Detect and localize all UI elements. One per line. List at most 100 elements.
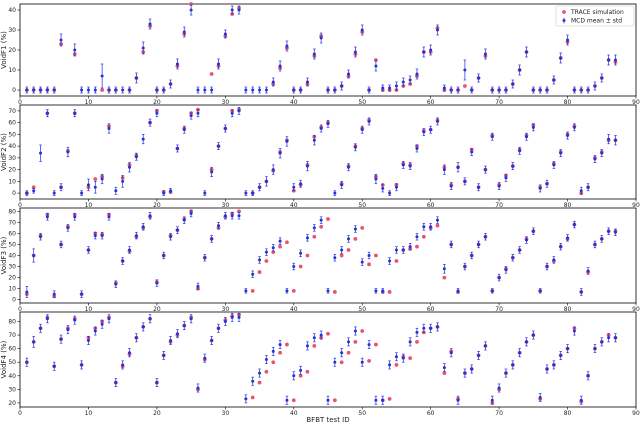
- x-tick-label: 70: [495, 306, 503, 313]
- trace-point: [291, 288, 296, 293]
- x-tick-label: 90: [632, 306, 640, 313]
- mcd-point: [408, 78, 412, 82]
- x-tick-label: 10: [85, 202, 93, 209]
- mcd-point: [244, 191, 248, 195]
- mcd-point: [86, 183, 90, 187]
- mcd-point: [436, 28, 440, 32]
- y-tick-label: 40: [8, 373, 16, 380]
- mcd-point: [244, 289, 248, 293]
- panel-3: 0 10 20 30 40 50 60 70 80 90 0 10 20 30 40 50 60 70 80 Void…: [0, 207, 640, 313]
- mcd-point: [107, 127, 111, 130]
- mcd-point: [483, 344, 487, 348]
- mcd-point: [258, 88, 262, 92]
- mcd-point: [155, 111, 159, 115]
- mcd-point: [511, 256, 515, 260]
- legend-marker-mcd: [562, 19, 566, 22]
- mcd-point: [216, 326, 220, 330]
- mcd-point: [613, 230, 617, 234]
- x-tick-label: 70: [495, 410, 503, 417]
- mcd-point: [408, 245, 412, 249]
- mcd-point: [52, 364, 56, 368]
- mcd-point: [360, 260, 364, 264]
- mcd-point: [518, 149, 522, 153]
- trace-point: [257, 270, 262, 274]
- mcd-point: [107, 317, 111, 321]
- mcd-point: [463, 179, 467, 183]
- mcd-point: [196, 111, 200, 115]
- y-tick-label: 60: [8, 346, 16, 353]
- x-tick-label: 20: [153, 410, 161, 417]
- mcd-point: [483, 235, 487, 239]
- mcd-point: [141, 137, 145, 141]
- y-tick-label: 10: [8, 286, 16, 293]
- mcd-point: [545, 182, 549, 186]
- x-tick-label: 20: [153, 202, 161, 209]
- x-tick-label: 60: [427, 410, 435, 417]
- trace-point: [394, 259, 399, 263]
- mcd-point: [230, 111, 234, 115]
- mcd-point: [230, 315, 234, 319]
- x-tick-label: 90: [632, 99, 640, 106]
- trace-point: [462, 84, 467, 88]
- mcd-point: [381, 398, 385, 402]
- mcd-point: [347, 165, 351, 169]
- mcd-point: [607, 336, 611, 340]
- mcd-point: [531, 333, 535, 337]
- mcd-point: [388, 363, 392, 367]
- mcd-point: [292, 265, 296, 269]
- y-tick-label: 10: [8, 178, 16, 185]
- mcd-point: [401, 356, 405, 360]
- mcd-point: [128, 248, 132, 252]
- mcd-point: [545, 367, 549, 371]
- x-tick-label: 70: [495, 202, 503, 209]
- mcd-point: [292, 374, 296, 378]
- mcd-point: [511, 164, 515, 168]
- mcd-point: [73, 111, 77, 115]
- mcd-point: [415, 235, 419, 239]
- mcd-point: [25, 191, 29, 195]
- mcd-point: [244, 397, 248, 401]
- y-tick-label: 50: [8, 359, 16, 366]
- mcd-point: [271, 349, 275, 353]
- trace-point: [367, 262, 371, 267]
- trace-point: [360, 225, 365, 230]
- mcd-point: [579, 189, 583, 193]
- mcd-point: [141, 46, 145, 50]
- mcd-point: [504, 268, 508, 272]
- mcd-point: [333, 360, 337, 364]
- mcd-point: [93, 234, 97, 238]
- mcd-point: [169, 235, 173, 239]
- mcd-point: [278, 343, 282, 347]
- mcd-point: [429, 225, 433, 229]
- mcd-point: [497, 184, 501, 188]
- mcd-point: [223, 320, 227, 323]
- trace-point: [291, 398, 296, 403]
- mcd-point: [134, 336, 138, 340]
- mcd-point: [251, 272, 255, 276]
- y-tick-label: 30: [8, 386, 16, 393]
- mcd-point: [66, 226, 70, 230]
- y-tick-label: 70: [8, 332, 16, 339]
- mcd-point: [305, 344, 309, 348]
- mcd-point: [299, 368, 303, 372]
- mcd-point: [182, 324, 186, 328]
- trace-point: [319, 224, 324, 229]
- mcd-point: [278, 239, 282, 243]
- mcd-point: [490, 88, 494, 92]
- mcd-point: [381, 186, 385, 190]
- mcd-point: [374, 64, 378, 68]
- mcd-point: [572, 223, 576, 227]
- mcd-point: [271, 168, 275, 172]
- mcd-point: [230, 8, 234, 12]
- y-tick-label: 0: [12, 297, 16, 304]
- mcd-point: [210, 237, 214, 241]
- mcd-point: [86, 339, 90, 342]
- mcd-point: [80, 88, 84, 92]
- mcd-point: [210, 170, 214, 174]
- mcd-point: [73, 318, 77, 322]
- x-tick-label: 40: [290, 306, 298, 313]
- mcd-point: [128, 88, 132, 92]
- mcd-point: [162, 191, 166, 195]
- mcd-point: [285, 398, 289, 402]
- x-tick-label: 0: [18, 410, 22, 417]
